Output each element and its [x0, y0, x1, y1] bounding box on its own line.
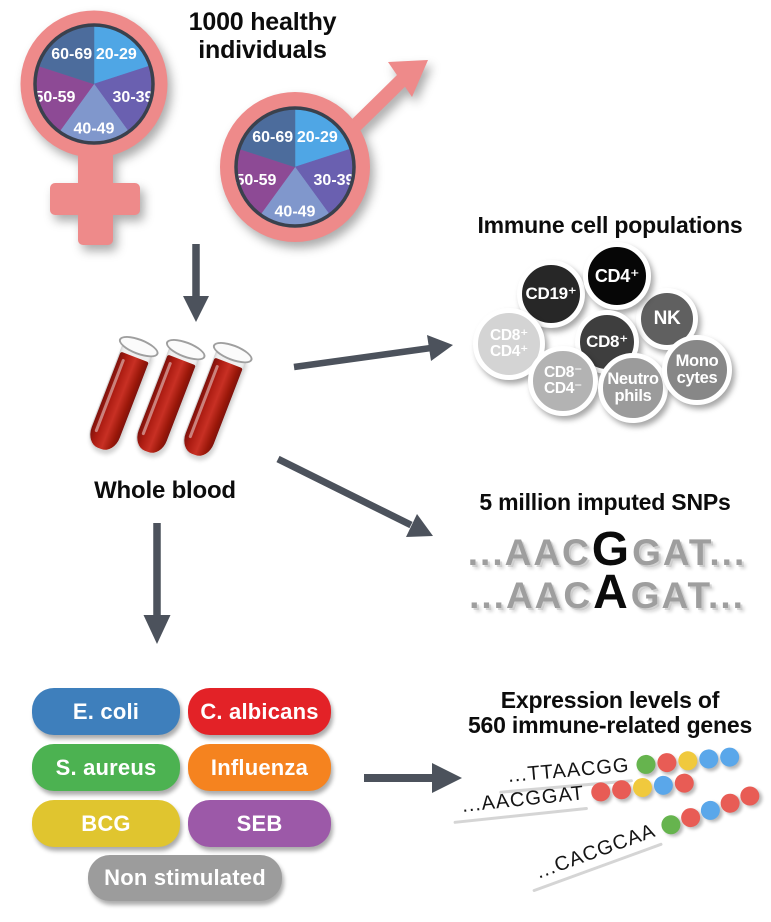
arrow-stimuli-to-expression — [364, 763, 462, 793]
female-symbol-icon: 20-29 30-39 40-49 50-59 60-69 — [20, 10, 168, 245]
expression-dot-red — [590, 781, 612, 803]
snp2-suffix: GAT... — [630, 575, 745, 616]
cohort-title-line2: individuals — [198, 36, 327, 64]
cohort-title-line1: 1000 healthy — [188, 8, 337, 36]
age-slice-label: 60-69 — [252, 129, 293, 146]
male-ring — [220, 92, 370, 242]
snp2-prefix: ...AAC — [469, 575, 593, 616]
female-cross-horizontal — [50, 183, 140, 215]
age-slice-label: 30-39 — [314, 172, 355, 189]
male-symbol-icon: 20-29 30-39 40-49 50-59 60-69 — [220, 60, 428, 242]
expression-dot-green — [658, 812, 683, 838]
age-slice-label: 40-49 — [275, 204, 316, 221]
expression-dot-blue — [652, 774, 674, 796]
male-arrow-shaft — [348, 71, 411, 133]
expression-dot-red — [656, 752, 678, 773]
age-slice-label: 20-29 — [297, 129, 338, 146]
expression-dot-red — [678, 805, 703, 830]
snp1-prefix: ...AAC — [467, 532, 591, 573]
snp1-suffix: GAT... — [632, 532, 747, 573]
expression-dot-red — [717, 791, 742, 816]
expression-title: Expression levels of 560 immune-related … — [445, 687, 771, 739]
expression-dot-green — [635, 754, 657, 775]
female-pie-border — [33, 23, 155, 145]
male-arrow-head — [388, 60, 428, 97]
arrow-cohort-to-blood — [183, 244, 209, 322]
immune-populations-title: Immune cell populations — [477, 212, 743, 238]
age-slice-label: 40-49 — [74, 121, 115, 138]
arrow-blood-to-stimuli — [143, 523, 171, 644]
expression-title-line2: 560 immune-related genes — [467, 712, 753, 739]
age-slice-label: 20-29 — [96, 46, 137, 63]
expression-dot-yellow — [677, 750, 698, 772]
male-pie-border — [234, 106, 356, 228]
expression-dot-red — [611, 779, 633, 801]
age-slice-label: 50-59 — [236, 172, 277, 189]
age-slice-label: 30-39 — [113, 89, 154, 106]
snp2-variant-allele: A — [593, 566, 630, 619]
snp-sequence-1: ...AAC G GAT... — [437, 522, 771, 577]
snp-sequence-2: ...AAC A GAT... — [437, 565, 771, 620]
whole-blood-label: Whole blood — [94, 477, 236, 504]
snp1-variant-allele: G — [591, 523, 632, 576]
snps-title: 5 million imputed SNPs — [479, 489, 731, 515]
arrow-blood-to-snps — [276, 455, 433, 537]
age-slice-label: 50-59 — [35, 89, 76, 106]
expression-dot-yellow — [632, 777, 653, 798]
arrow-blood-to-immune-cells — [293, 335, 453, 371]
expression-dot-blue — [697, 798, 723, 823]
male-age-pie: 20-29 30-39 40-49 50-59 60-69 — [236, 107, 355, 227]
expression-dot-blue — [698, 748, 719, 770]
female-ring — [20, 10, 168, 158]
expression-dot-blue — [719, 746, 740, 768]
cohort-title: 1000 healthy individuals — [170, 8, 355, 64]
expression-title-line1: Expression levels of — [500, 687, 720, 713]
expression-dot-red — [673, 772, 695, 794]
age-slice-label: 60-69 — [51, 46, 92, 63]
